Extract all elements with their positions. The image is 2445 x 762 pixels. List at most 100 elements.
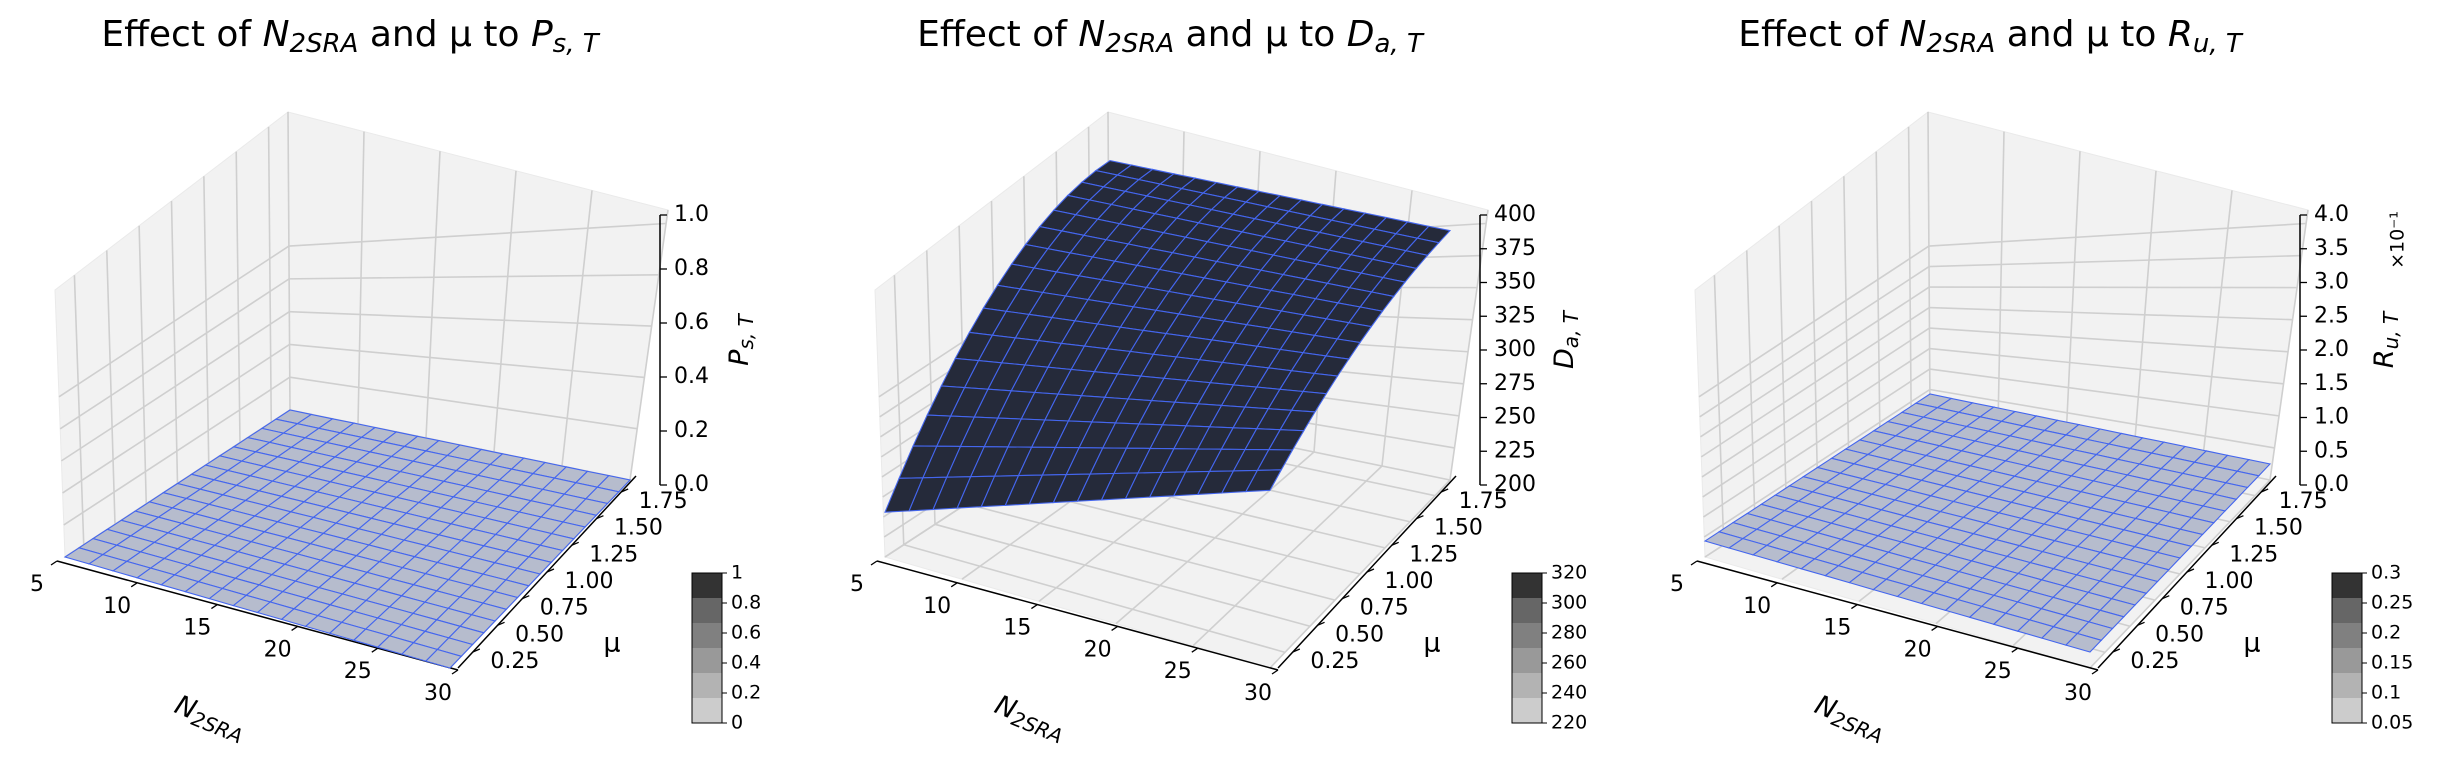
surface (884, 160, 1452, 513)
y-tick-mark (2211, 541, 2219, 546)
z-tick-label: 0.5 (2314, 438, 2349, 463)
y-tick-label: 0.75 (540, 596, 589, 621)
back-gridline (289, 310, 652, 327)
x-tick-mark (1931, 625, 1938, 631)
back-gridline (1929, 286, 2298, 289)
x-axis-line (1696, 560, 2099, 671)
y-tick-mark (522, 595, 530, 600)
left-gridline (1843, 176, 1850, 464)
back-gridline (2201, 190, 2233, 467)
x-tick-mark (870, 560, 878, 566)
y-tick-mark (2260, 488, 2269, 493)
colorbar-band (2332, 573, 2362, 598)
back-gridline (1929, 327, 2289, 353)
x-tick-mark (1031, 604, 1038, 610)
colorbar: 220 240 260 280 300 320 (1511, 562, 1587, 734)
colorbar-band (1512, 673, 1542, 698)
x-tick-label: 25 (1164, 659, 1192, 684)
back-gridline (1929, 368, 2280, 417)
back-gridline (1997, 131, 2005, 425)
x-tick-label: 25 (344, 659, 372, 684)
y-tick-label: 1.00 (2205, 569, 2254, 594)
left-gridline (1698, 245, 1930, 398)
z-tick-label: 2.0 (2314, 337, 2349, 362)
back-gridline (289, 274, 659, 280)
y-axis-label: μ (603, 628, 620, 659)
x-tick-mark (211, 604, 218, 610)
colorbar-band (692, 673, 722, 698)
left-gridline (60, 310, 290, 462)
y-tick-mark (1366, 568, 1375, 573)
back-gridline (289, 343, 645, 379)
y-tick-label: 1.25 (589, 542, 638, 567)
colorbar-frame (1511, 572, 1543, 724)
back-gridline (1929, 306, 2293, 321)
x-tick-label: 10 (103, 594, 131, 619)
y-tick-mark (546, 568, 555, 573)
x-tick-label: 15 (1823, 616, 1851, 641)
x-axis-label: N2SRA (1810, 689, 1891, 748)
y-tick-mark (1317, 621, 1325, 626)
y-tick-mark (1391, 541, 1399, 546)
y-tick-label: 0.25 (2130, 649, 2179, 674)
x-axis-label: N2SRA (170, 689, 251, 748)
colorbar-tick-label: 320 (1551, 562, 1587, 584)
back-gridline (1929, 347, 2284, 385)
z-tick-label: 225 (1494, 438, 1536, 463)
x-tick-mark (950, 582, 958, 588)
colorbar-tick-label: 1 (731, 562, 743, 584)
y-tick-label: 0.25 (490, 649, 539, 674)
y-tick-label: 0.25 (1310, 649, 1359, 674)
y-tick-label: 1.75 (1459, 489, 1508, 514)
colorbar-tick-label: 0.15 (2371, 652, 2413, 674)
z-tick-label: 275 (1494, 371, 1536, 396)
colorbar-band (1512, 698, 1542, 723)
y-tick-mark (1416, 515, 1424, 520)
colorbar-band (692, 698, 722, 723)
chart-panel-1: Effect of N2SRA and μ to Ps, T5101520253… (30, 14, 761, 748)
x-axis-label: N2SRA (990, 689, 1071, 748)
left-gridline (170, 200, 179, 484)
z-axis-label: Da, T (1549, 309, 1583, 369)
colorbar-tick-label: 0.2 (2371, 622, 2401, 644)
left-gridline (73, 275, 85, 545)
colorbar-band (692, 623, 722, 648)
x-tick-label: 5 (30, 572, 44, 597)
z-offset-label: ×10⁻¹ (2387, 211, 2409, 269)
colorbar-band (2332, 698, 2362, 723)
colorbar-band (692, 648, 722, 673)
surface-cell (424, 648, 463, 669)
y-axis-label: μ (2243, 628, 2260, 659)
back-gridline (2065, 151, 2081, 439)
x-tick-label: 30 (424, 681, 452, 706)
left-gridline (1700, 286, 1930, 438)
y-tick-mark (2186, 568, 2195, 573)
x-tick-mark (130, 582, 138, 588)
z-tick-label: 3.0 (2314, 270, 2349, 295)
z-tick-label: 1.0 (2314, 405, 2349, 430)
z-tick-label: 0.4 (674, 364, 709, 389)
z-tick-label: 300 (1494, 337, 1536, 362)
colorbar-band (1512, 648, 1542, 673)
back-gridline (425, 151, 441, 439)
x-tick-label: 20 (1904, 637, 1932, 662)
left-gridline (1702, 347, 1931, 498)
z-tick-label: 4.0 (2314, 202, 2349, 227)
x-tick-mark (1191, 647, 1199, 653)
back-gridline (1449, 209, 1489, 481)
z-axis-label: Ps, T (724, 312, 758, 365)
y-tick-label: 1.25 (1409, 542, 1458, 567)
y-tick-mark (2236, 515, 2244, 520)
colorbar-band (692, 573, 722, 598)
colorbar-tick-label: 0.4 (731, 652, 761, 674)
colorbar-frame (691, 572, 723, 724)
z-tick-label: 1.0 (674, 202, 709, 227)
left-gridline (1700, 306, 1930, 458)
left-gridline (1703, 368, 1931, 518)
y-tick-label: 0.50 (2155, 622, 2204, 647)
left-gridline (267, 126, 273, 423)
x-axis-line (876, 560, 1279, 671)
left-gridline (59, 278, 290, 430)
x-tick-mark (2011, 647, 2019, 653)
chart-title: Effect of N2SRA and μ to Ru, T (1738, 14, 2244, 59)
